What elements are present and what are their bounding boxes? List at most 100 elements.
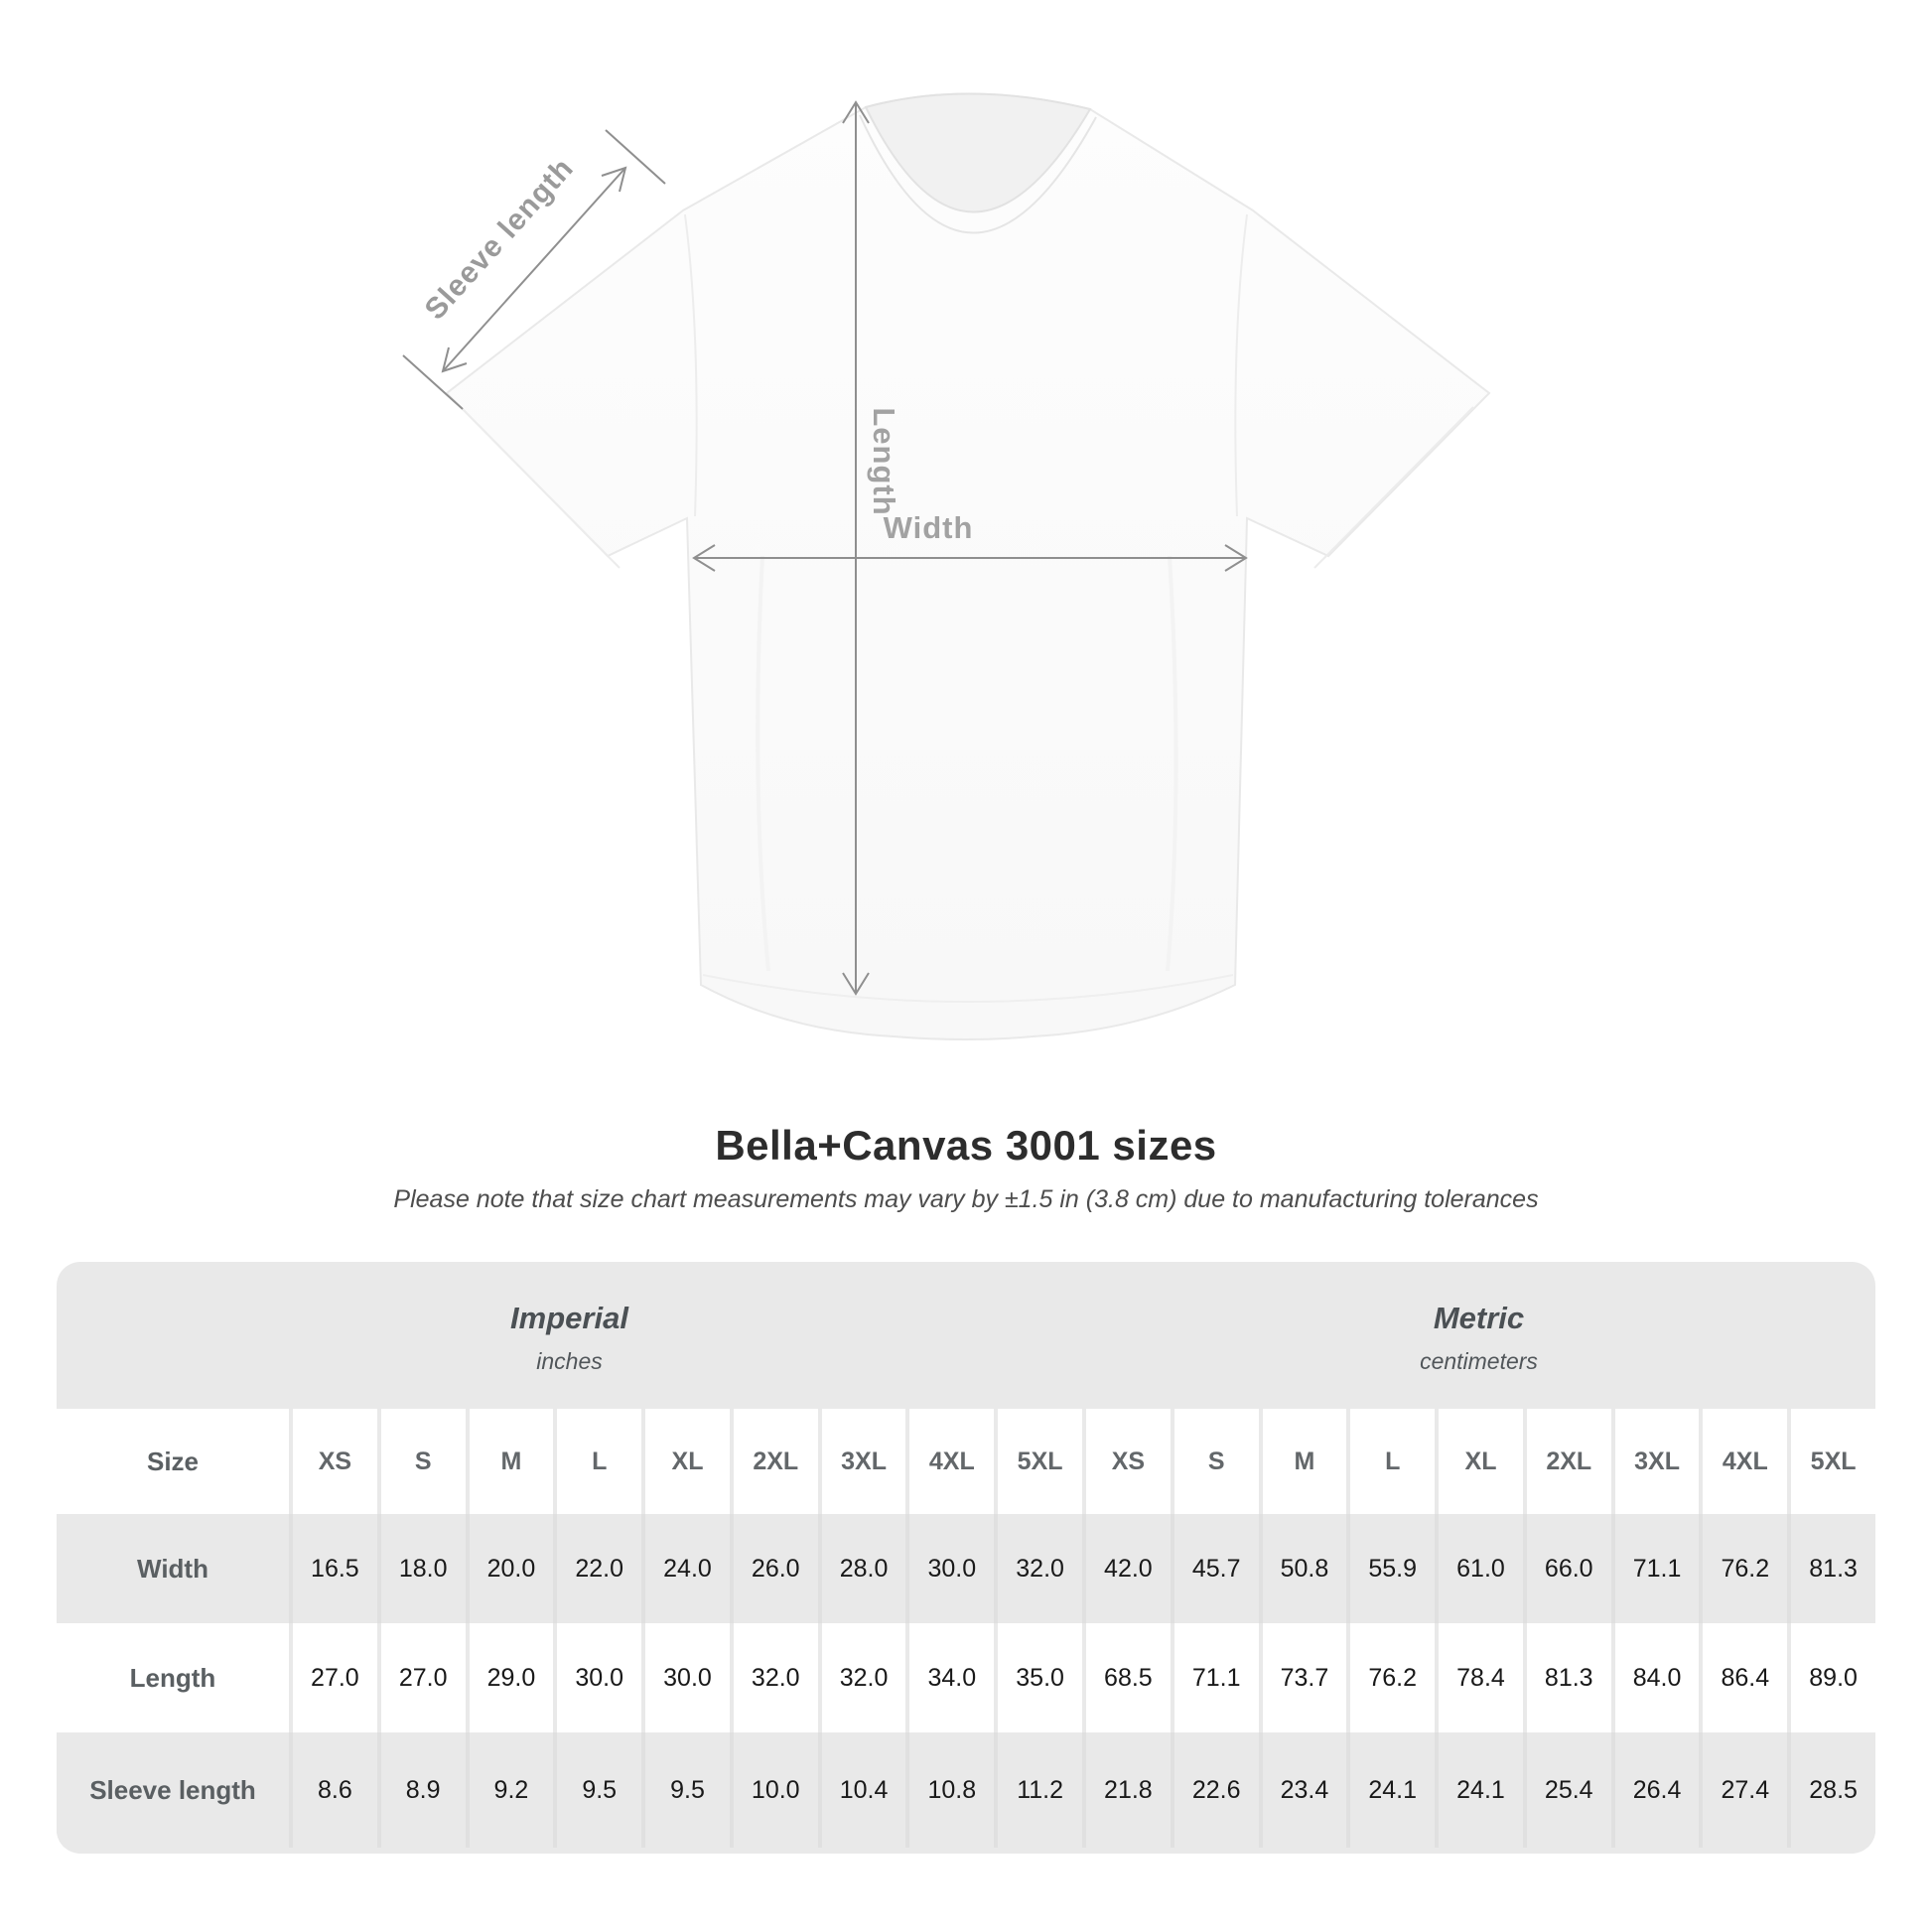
value-cell: 76.2: [1350, 1623, 1436, 1732]
value-cell: 30.0: [557, 1623, 642, 1732]
value-cell: 32.0: [821, 1623, 906, 1732]
value-cell: 55.9: [1350, 1514, 1436, 1623]
value-cell: 24.1: [1350, 1732, 1436, 1848]
size-header-cell: 4XL: [1703, 1409, 1788, 1514]
value-cell: 81.3: [1526, 1623, 1611, 1732]
unit-groups-row: Imperial inches Metric centimeters: [57, 1262, 1875, 1409]
value-cell: 66.0: [1526, 1514, 1611, 1623]
collar-opening: [864, 92, 1092, 213]
value-cell: 89.0: [1791, 1623, 1875, 1732]
value-cell: 71.1: [1173, 1623, 1259, 1732]
size-chart-table: Imperial inches Metric centimeters Size …: [57, 1262, 1875, 1854]
size-header-cell: XS: [1086, 1409, 1171, 1514]
value-cell: 35.0: [998, 1623, 1082, 1732]
value-cell: 20.0: [469, 1514, 554, 1623]
value-cell: 22.6: [1173, 1732, 1259, 1848]
size-header-cell: 3XL: [1614, 1409, 1700, 1514]
size-header-cell: S: [1173, 1409, 1259, 1514]
size-header-cell: XL: [645, 1409, 730, 1514]
table-row-length: Length 27.0 27.0 29.0 30.0 30.0 32.0 32.0 34.0 3…: [57, 1623, 1875, 1732]
size-column-header: Size: [57, 1409, 289, 1514]
value-cell: 8.9: [380, 1732, 466, 1848]
size-header-cell: 2XL: [1526, 1409, 1611, 1514]
size-header-cell: 4XL: [909, 1409, 995, 1514]
tshirt-graphic: Sleeve length Length Width: [402, 92, 1491, 1040]
value-cell: 86.4: [1703, 1623, 1788, 1732]
value-cell: 24.0: [645, 1514, 730, 1623]
row-label: Length: [57, 1623, 289, 1732]
value-cell: 28.5: [1791, 1732, 1875, 1848]
value-cell: 22.0: [557, 1514, 642, 1623]
size-header-cell: XS: [293, 1409, 377, 1514]
tshirt-silhouette: [445, 92, 1491, 1040]
value-cell: 18.0: [380, 1514, 466, 1623]
value-cell: 34.0: [909, 1623, 995, 1732]
value-cell: 9.2: [469, 1732, 554, 1848]
length-arrow: [842, 100, 870, 996]
size-header-row: Size XS S M L XL 2XL 3XL 4XL 5XL XS S M L XL 2XL 3XL 4X…: [57, 1409, 1875, 1514]
value-cell: 8.6: [293, 1732, 377, 1848]
value-cell: 76.2: [1703, 1514, 1788, 1623]
size-header-cell: 5XL: [1791, 1409, 1875, 1514]
value-cell: 30.0: [909, 1514, 995, 1623]
value-cell: 24.1: [1439, 1732, 1523, 1848]
value-cell: 78.4: [1439, 1623, 1523, 1732]
value-cell: 84.0: [1614, 1623, 1700, 1732]
value-cell: 68.5: [1086, 1623, 1171, 1732]
value-cell: 29.0: [469, 1623, 554, 1732]
imperial-title: Imperial: [510, 1300, 628, 1335]
value-cell: 27.4: [1703, 1732, 1788, 1848]
value-cell: 45.7: [1173, 1514, 1259, 1623]
value-cell: 11.2: [998, 1732, 1082, 1848]
size-header-cell: XL: [1439, 1409, 1523, 1514]
value-cell: 32.0: [733, 1623, 818, 1732]
value-cell: 81.3: [1791, 1514, 1875, 1623]
value-cell: 9.5: [645, 1732, 730, 1848]
value-cell: 10.8: [909, 1732, 995, 1848]
value-cell: 28.0: [821, 1514, 906, 1623]
value-cell: 27.0: [380, 1623, 466, 1732]
page-title: Bella+Canvas 3001 sizes: [715, 1122, 1217, 1169]
value-cell: 21.8: [1086, 1732, 1171, 1848]
value-cell: 16.5: [293, 1514, 377, 1623]
value-cell: 10.0: [733, 1732, 818, 1848]
value-cell: 71.1: [1614, 1514, 1700, 1623]
metric-title: Metric: [1433, 1300, 1525, 1335]
value-cell: 32.0: [998, 1514, 1082, 1623]
value-cell: 10.4: [821, 1732, 906, 1848]
value-cell: 26.0: [733, 1514, 818, 1623]
metric-unit-label: centimeters: [1420, 1347, 1538, 1374]
value-cell: 26.4: [1614, 1732, 1700, 1848]
row-label: Width: [57, 1514, 289, 1623]
row-label: Sleeve length: [57, 1732, 289, 1848]
width-arrow: [692, 544, 1248, 572]
size-header-cell: S: [380, 1409, 466, 1514]
value-cell: 23.4: [1262, 1732, 1347, 1848]
value-cell: 73.7: [1262, 1623, 1347, 1732]
width-label: Width: [884, 510, 974, 545]
sleeve-length-arrow: [402, 129, 666, 410]
metric-unit-group: Metric centimeters: [1082, 1262, 1875, 1409]
value-cell: 42.0: [1086, 1514, 1171, 1623]
table-row-width: Width 16.5 18.0 20.0 22.0 24.0 26.0 28.0 30.0 32…: [57, 1514, 1875, 1623]
size-header-cell: 2XL: [733, 1409, 818, 1514]
size-header-cell: M: [469, 1409, 554, 1514]
value-cell: 50.8: [1262, 1514, 1347, 1623]
value-cell: 9.5: [557, 1732, 642, 1848]
tolerance-note: Please note that size chart measurements…: [393, 1185, 1539, 1213]
size-header-cell: M: [1262, 1409, 1347, 1514]
imperial-unit-label: inches: [536, 1347, 603, 1374]
size-header-cell: L: [557, 1409, 642, 1514]
size-header-cell: L: [1350, 1409, 1436, 1514]
table-row-sleeve-length: Sleeve length 8.6 8.9 9.2 9.5 9.5 10.0 10.4 10.…: [57, 1732, 1875, 1848]
imperial-unit-group: Imperial inches: [57, 1262, 1082, 1409]
value-cell: 27.0: [293, 1623, 377, 1732]
value-cell: 25.4: [1526, 1732, 1611, 1848]
size-header-cell: 5XL: [998, 1409, 1082, 1514]
sleeve-length-label: Sleeve length: [419, 152, 581, 326]
size-header-cell: 3XL: [821, 1409, 906, 1514]
value-cell: 61.0: [1439, 1514, 1523, 1623]
tshirt-measurement-diagram: Sleeve length Length Width: [402, 92, 1491, 1040]
value-cell: 30.0: [645, 1623, 730, 1732]
length-label: Length: [867, 407, 901, 515]
